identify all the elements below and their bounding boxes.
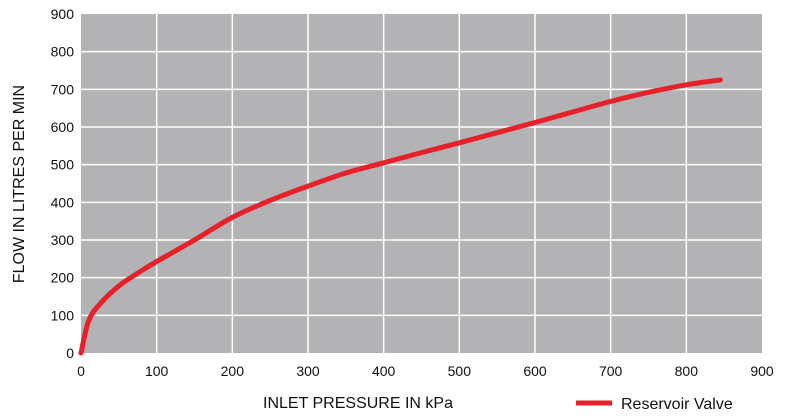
y-tick-label: 800 — [51, 44, 75, 60]
y-tick-label: 700 — [51, 81, 75, 97]
x-tick-label: 700 — [599, 363, 623, 379]
y-tick-label: 300 — [51, 232, 75, 248]
plot-area — [81, 14, 762, 353]
y-tick-label: 400 — [51, 194, 75, 210]
x-tick-label: 500 — [448, 363, 472, 379]
y-axis-ticks: 0 100 200 300 400 500 600 700 800 900 — [51, 6, 75, 361]
legend-label: Reservoir Valve — [621, 396, 733, 413]
x-tick-label: 400 — [372, 363, 396, 379]
x-tick-label: 300 — [296, 363, 320, 379]
legend: Reservoir Valve — [576, 396, 733, 413]
x-tick-label: 600 — [523, 363, 547, 379]
x-axis-title: INLET PRESSURE IN kPa — [263, 395, 453, 412]
y-tick-label: 600 — [51, 119, 75, 135]
series-line-reservoir-valve — [78, 77, 723, 356]
y-tick-label: 100 — [51, 307, 75, 323]
y-tick-label: 200 — [51, 270, 75, 286]
y-tick-label: 0 — [66, 345, 74, 361]
x-tick-label: 800 — [675, 363, 699, 379]
x-tick-label: 900 — [750, 363, 774, 379]
y-axis-title: FLOW IN LITRES PER MIN — [11, 85, 28, 283]
x-axis-ticks: 0 100 200 300 400 500 600 700 800 900 — [77, 363, 774, 379]
y-tick-label: 900 — [51, 6, 75, 22]
y-tick-label: 500 — [51, 157, 75, 173]
x-tick-label: 200 — [221, 363, 245, 379]
x-tick-label: 0 — [77, 363, 85, 379]
x-tick-label: 100 — [145, 363, 169, 379]
